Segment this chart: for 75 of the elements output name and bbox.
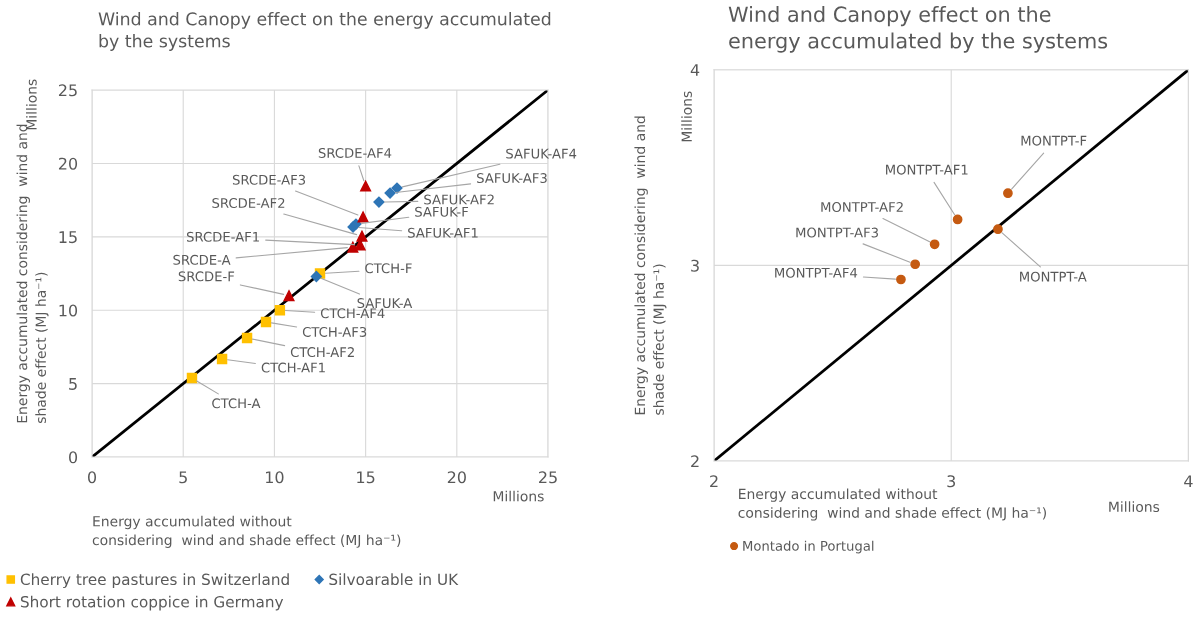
y-tick-label: 2 [691, 455, 699, 468]
y-axis-title: Energy accumulated considering wind and shade effect (MJ ha⁻¹) [634, 116, 667, 415]
point [260, 316, 272, 328]
annotation: SRCDE-AF1 [186, 231, 259, 242]
legend-label: Cherry tree pastures in Switzerland [20, 573, 289, 589]
annotation: MONTPT-AF2 [821, 202, 903, 213]
point [283, 290, 295, 302]
annotation: CTCH-AF3 [302, 326, 367, 337]
y-tick-label: 10 [59, 304, 78, 317]
point [910, 259, 921, 270]
annotation: MONTPT-AF3 [796, 227, 878, 238]
x-axis-title: Energy accumulated without considering wind and shade effect (MJ ha⁻¹) [738, 488, 1046, 521]
x-tick-label: 25 [539, 471, 557, 484]
x-tick-label: 15 [357, 471, 375, 484]
y-tick-label: 4 [690, 64, 700, 76]
chart-title: Wind and Canopy effect on the energy accumulated by the systems [728, 6, 1108, 53]
annotation: MONTPT-A [1020, 271, 1087, 282]
annotation: SRCDE-A [173, 254, 231, 265]
point [310, 270, 322, 283]
text: Millions [681, 91, 692, 142]
text: Millions [1109, 501, 1160, 513]
annotation: SAFUK-AF3 [477, 173, 547, 184]
text: Millions [26, 79, 37, 130]
x-tick-label: 5 [179, 471, 187, 484]
point [1003, 188, 1013, 199]
annotation: SAFUK-AF1 [408, 227, 478, 238]
y-tick-label: 0 [69, 451, 78, 464]
y-tick-label: 20 [58, 157, 78, 170]
annotation: MONTPT-F [1021, 135, 1087, 146]
point [896, 274, 906, 285]
annotation: CTCH-A [212, 398, 261, 409]
point [241, 332, 253, 344]
x-tick-label: 2 [710, 475, 718, 488]
point [373, 196, 385, 208]
annotation: SRCDE-AF2 [212, 198, 285, 208]
point [356, 230, 368, 242]
point [391, 182, 403, 194]
point [274, 305, 286, 316]
point [357, 211, 369, 223]
annotation: SAFUK-F [415, 206, 469, 217]
text: Millions [493, 490, 544, 502]
point [993, 224, 1003, 235]
legend-label: Silvoarable in UK [329, 573, 459, 586]
point [360, 180, 372, 192]
y-tick-label: 25 [58, 84, 77, 97]
y-tick-label: 5 [69, 378, 77, 390]
point [347, 241, 359, 253]
annotation: SAFUK-A [357, 298, 413, 309]
point [216, 353, 228, 365]
annotation: CTCH-AF2 [290, 347, 354, 358]
annotation: CTCH-AF1 [261, 362, 325, 373]
point [186, 372, 198, 384]
chart-title: Wind and Canopy effect on the energy accumulated by the systems [98, 12, 551, 51]
x-tick-label: 3 [947, 475, 956, 488]
annotation: SRCDE-F [178, 271, 235, 282]
annotation: CTCH-F [365, 263, 412, 274]
annotation: SAFUK-AF4 [506, 148, 577, 159]
annotation: MONTPT-AF1 [886, 164, 968, 175]
x-tick-label: 10 [266, 471, 284, 484]
annotation: SRCDE-AF4 [318, 147, 392, 158]
x-tick-label: 0 [87, 471, 97, 484]
point [929, 239, 940, 250]
legend-label: Montado in Portugal [743, 540, 874, 554]
annotation: CTCH-AF4 [320, 308, 385, 319]
y-tick-label: 3 [691, 259, 699, 272]
y-tick-label: 15 [59, 231, 77, 244]
annotation: MONTPT-AF4 [775, 267, 858, 278]
x-tick-label: 20 [447, 471, 466, 484]
legend-label: Short rotation coppice in Germany [20, 595, 284, 611]
annotation: SRCDE-AF3 [232, 174, 306, 185]
x-tick-label: 4 [1184, 475, 1193, 488]
annotation: SAFUK-AF2 [424, 194, 494, 205]
x-axis-title: Energy accumulated without considering wind and shade effect (MJ ha⁻¹) [92, 515, 401, 548]
point [384, 187, 396, 199]
point [952, 214, 963, 225]
